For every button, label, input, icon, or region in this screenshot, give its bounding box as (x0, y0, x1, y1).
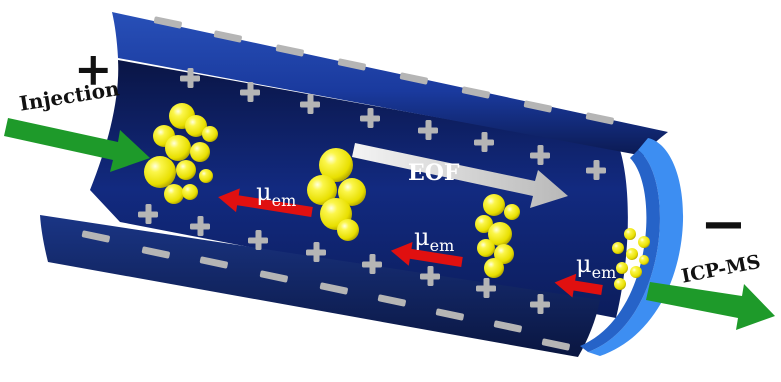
tube-bottom-wall (40, 215, 600, 357)
icp-ms-arrow (646, 282, 775, 330)
positive-charge-sign (180, 68, 200, 88)
nanoparticle (475, 215, 493, 233)
nanoparticle (504, 204, 520, 220)
nanoparticle (483, 194, 505, 216)
nanoparticle (630, 266, 642, 278)
nanoparticle (164, 184, 184, 204)
negative-charge-sign (259, 270, 288, 283)
nanoparticle (319, 148, 353, 182)
positive-charge-sign (248, 230, 268, 250)
positive-charge-sign (300, 94, 320, 114)
nanoparticle (477, 239, 495, 257)
mobility-symbol: μ (414, 223, 430, 251)
anode-plus-sign: + (74, 42, 113, 96)
nanoparticle (612, 242, 624, 254)
nanoparticle (614, 278, 626, 290)
negative-charge-sign (153, 16, 182, 29)
mobility-label-large: μem (256, 180, 296, 209)
negative-charge-sign (493, 320, 522, 333)
positive-charge-sign (418, 120, 438, 140)
tube-end-ring-shade (580, 150, 660, 352)
nanoparticle (176, 160, 196, 180)
nanoparticle (202, 126, 218, 142)
negative-charge-sign (461, 86, 490, 99)
eof-label: EOF (408, 160, 460, 186)
nanoparticle (616, 262, 628, 274)
positive-charge-sign (530, 294, 550, 314)
positive-charge-sign (586, 160, 606, 180)
nanoparticle (307, 175, 337, 205)
tube-top-wall (112, 12, 668, 156)
nanoparticle (484, 258, 504, 278)
negative-charge-sign (81, 230, 110, 243)
nanoparticle (165, 135, 191, 161)
positive-charge-sign (360, 108, 380, 128)
positive-charge-sign (530, 145, 550, 165)
positive-charge-sign (420, 266, 440, 286)
positive-charge-sign (306, 242, 326, 262)
nanoparticle (144, 156, 176, 188)
mobility-arrow (390, 242, 463, 267)
positive-charge-sign (474, 132, 494, 152)
nanoparticle (639, 255, 649, 265)
negative-charge-sign (523, 100, 552, 113)
negative-charge-sign (337, 58, 366, 71)
injection-arrow (4, 118, 150, 172)
nanoparticle (638, 236, 650, 248)
negative-charge-sign (585, 112, 614, 125)
positive-charge-sign (240, 82, 260, 102)
negative-charge-sign (399, 72, 428, 85)
mobility-arrow (554, 273, 603, 298)
mobility-symbol: μ (576, 250, 592, 278)
cathode-minus-sign: − (700, 191, 747, 257)
mobility-label-medium: μem (414, 225, 454, 254)
nanoparticle (338, 178, 366, 206)
nanoparticle-cluster (612, 228, 650, 290)
positive-charge-sign (476, 278, 496, 298)
nanoparticle-cluster (144, 103, 218, 204)
nanoparticle (624, 228, 636, 240)
positive-charge-sign (138, 204, 158, 224)
nanoparticle (190, 142, 210, 162)
nanoparticle (494, 244, 514, 264)
negative-charge-sign (199, 256, 228, 269)
positive-charge-sign (362, 254, 382, 274)
nanoparticle (199, 169, 213, 183)
negative-charge-sign (541, 338, 570, 351)
nanoparticle (337, 219, 359, 241)
eof-arrow (352, 143, 568, 208)
positive-charge-sign (190, 216, 210, 236)
negative-charge-sign (435, 308, 464, 321)
mobility-arrow (218, 188, 313, 217)
negative-charge-sign (319, 282, 348, 295)
mobility-symbol: μ (256, 178, 272, 206)
nanoparticle (185, 115, 207, 137)
mobility-subscript: em (591, 262, 617, 282)
mobility-subscript: em (271, 190, 297, 210)
mobility-subscript: em (429, 235, 455, 255)
nanoparticle (182, 184, 198, 200)
nanoparticle-cluster (307, 148, 366, 241)
negative-charge-sign (213, 30, 242, 43)
negative-charge-sign (377, 294, 406, 307)
negative-charge-sign (275, 44, 304, 57)
mobility-label-small: μem (576, 252, 616, 281)
nanoparticle (626, 248, 638, 260)
negative-charge-sign (141, 246, 170, 259)
nanoparticle (488, 222, 512, 246)
nanoparticle-cluster (475, 194, 520, 278)
